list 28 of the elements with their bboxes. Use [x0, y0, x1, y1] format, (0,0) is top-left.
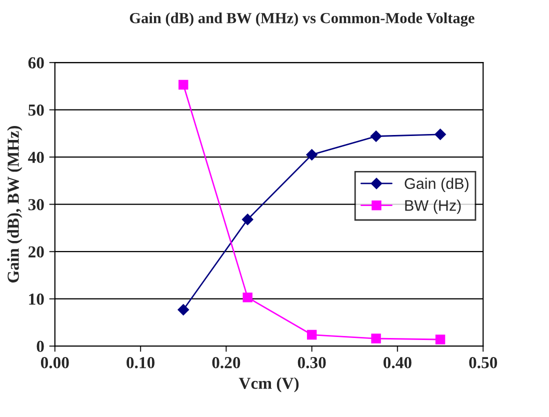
y-tick-label: 10 [29, 294, 44, 305]
point [242, 292, 252, 302]
y-tick-label: 60 [28, 57, 44, 68]
legend-label: Gain (dB) [404, 178, 468, 192]
x-tick-label: 0.40 [384, 357, 412, 368]
point [435, 334, 446, 344]
point [178, 304, 189, 316]
chart-title: Gain (dB) and BW (MHz) vs Common-Mode Voltage [130, 12, 474, 26]
point [178, 80, 188, 90]
point [434, 128, 446, 140]
point [242, 214, 254, 226]
y-tick-label: 30 [28, 199, 44, 210]
x-tick-label: 0.00 [40, 357, 69, 368]
y-tick-label: 40 [28, 152, 44, 164]
point [371, 334, 381, 344]
x-axis-title: Vcm (V) [238, 377, 299, 392]
x-tick-label: 0.50 [469, 357, 498, 368]
point [370, 130, 382, 142]
y-tick-label: 20 [28, 246, 44, 258]
y-tick-label: 50 [28, 104, 44, 116]
y-tick-label: 0 [36, 340, 44, 352]
legend-label: BW (Hz) [405, 200, 461, 214]
x-tick-label: 0.30 [298, 357, 326, 368]
x-tick-label: 0.20 [212, 357, 240, 368]
point [306, 149, 318, 160]
y-axis-title: Gain (dB), BW (MHz) [7, 126, 22, 283]
point [306, 330, 317, 340]
x-tick-label: 0.10 [126, 357, 154, 368]
